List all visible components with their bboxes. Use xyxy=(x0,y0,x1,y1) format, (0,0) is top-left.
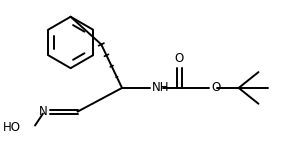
Text: HO: HO xyxy=(3,121,21,134)
Text: O: O xyxy=(211,82,220,94)
Text: NH: NH xyxy=(152,82,169,94)
Text: O: O xyxy=(175,52,184,65)
Text: N: N xyxy=(39,105,48,118)
